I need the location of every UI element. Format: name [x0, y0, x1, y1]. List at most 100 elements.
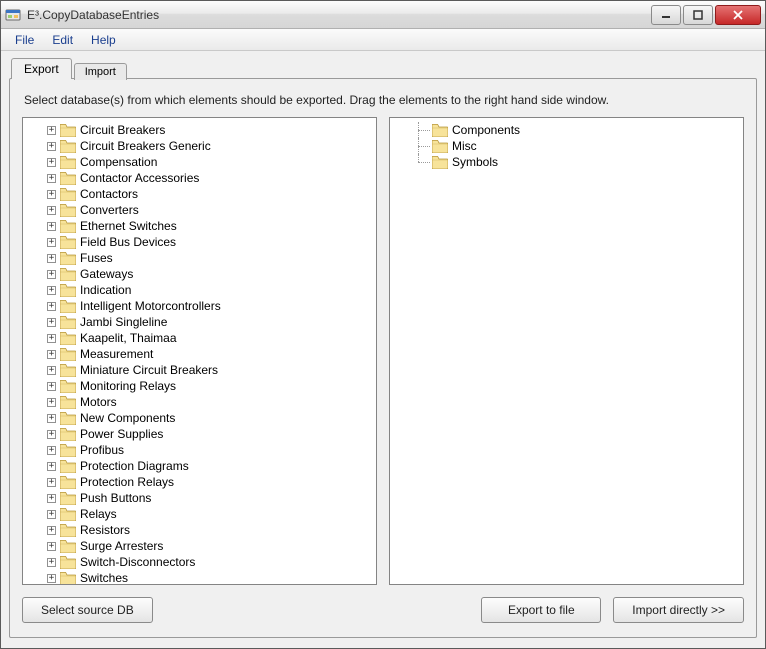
folder-icon — [60, 268, 76, 281]
export-to-file-button[interactable]: Export to file — [481, 597, 601, 623]
tree-node[interactable]: +Surge Arresters — [47, 538, 374, 554]
expand-icon[interactable]: + — [47, 286, 56, 295]
expand-icon[interactable]: + — [47, 414, 56, 423]
folder-icon — [60, 316, 76, 329]
tree-node[interactable]: + Intelligent Motorcontrollers — [47, 298, 374, 314]
tree-node-label: Intelligent Motorcontrollers — [80, 298, 221, 314]
tree-node[interactable]: + Measurement — [47, 346, 374, 362]
folder-icon — [60, 124, 76, 137]
tree-node[interactable]: +Switches — [47, 570, 374, 585]
folder-icon — [60, 284, 76, 297]
tree-node[interactable]: Misc — [414, 138, 741, 154]
tree-node-label: Switch-Disconnectors — [80, 554, 195, 570]
import-directly-button[interactable]: Import directly >> — [613, 597, 744, 623]
menu-help[interactable]: Help — [83, 31, 124, 49]
menu-edit[interactable]: Edit — [44, 31, 81, 49]
folder-icon — [60, 380, 76, 393]
tree-node[interactable]: +Jambi Singleline — [47, 314, 374, 330]
tree-node[interactable]: +Power Supplies — [47, 426, 374, 442]
menu-bar: File Edit Help — [1, 29, 765, 51]
expand-icon[interactable]: + — [47, 126, 56, 135]
tree-node[interactable]: +Gateways — [47, 266, 374, 282]
tree-node[interactable]: +Contactors — [47, 186, 374, 202]
expand-icon[interactable]: + — [47, 526, 56, 535]
tree-node[interactable]: +Push Buttons — [47, 490, 374, 506]
expand-icon[interactable]: + — [47, 190, 56, 199]
tree-node-label: Circuit Breakers Generic — [80, 138, 211, 154]
tree-node[interactable]: +Contactor Accessories — [47, 170, 374, 186]
expand-icon[interactable]: + — [47, 238, 56, 247]
tree-node[interactable]: + Protection Diagrams — [47, 458, 374, 474]
expand-icon[interactable]: + — [47, 206, 56, 215]
tree-node[interactable]: + Profibus — [47, 442, 374, 458]
tree-node[interactable]: +Miniature Circuit Breakers — [47, 362, 374, 378]
window-title: E³.CopyDatabaseEntries — [27, 8, 649, 22]
minimize-button[interactable] — [651, 5, 681, 25]
folder-icon — [60, 572, 76, 585]
tree-node[interactable]: +Fuses — [47, 250, 374, 266]
expand-icon[interactable]: + — [47, 158, 56, 167]
tree-node[interactable]: Symbols — [414, 154, 741, 170]
tree-node[interactable]: +Resistors — [47, 522, 374, 538]
expand-icon[interactable]: + — [47, 318, 56, 327]
tree-node[interactable]: + Converters — [47, 202, 374, 218]
tree-node[interactable]: +Ethernet Switches — [47, 218, 374, 234]
folder-icon — [60, 300, 76, 313]
expand-icon[interactable]: + — [47, 542, 56, 551]
expand-icon[interactable]: + — [47, 350, 56, 359]
tree-node[interactable]: Components — [414, 122, 741, 138]
tree-node[interactable]: +Circuit Breakers — [47, 122, 374, 138]
expand-icon[interactable]: + — [47, 270, 56, 279]
tree-node[interactable]: + Circuit Breakers Generic — [47, 138, 374, 154]
tree-node[interactable]: +Motors — [47, 394, 374, 410]
folder-icon — [60, 172, 76, 185]
expand-icon[interactable]: + — [47, 462, 56, 471]
menu-file[interactable]: File — [7, 31, 42, 49]
tree-node[interactable]: + Switch-Disconnectors — [47, 554, 374, 570]
expand-icon[interactable]: + — [47, 222, 56, 231]
tree-node[interactable]: +Protection Relays — [47, 474, 374, 490]
expand-icon[interactable]: + — [47, 398, 56, 407]
tree-node[interactable]: + Indication — [47, 282, 374, 298]
tree-node[interactable]: + Relays — [47, 506, 374, 522]
expand-icon[interactable]: + — [47, 478, 56, 487]
tab-import[interactable]: Import — [74, 63, 127, 80]
expand-icon[interactable]: + — [47, 302, 56, 311]
source-tree[interactable]: +Circuit Breakers+Circuit Breakers Gener… — [22, 117, 377, 585]
expand-icon[interactable]: + — [47, 254, 56, 263]
tree-node-label: Symbols — [452, 154, 498, 170]
tree-node-label: Relays — [80, 506, 117, 522]
tree-node[interactable]: + Field Bus Devices — [47, 234, 374, 250]
select-source-db-button[interactable]: Select source DB — [22, 597, 153, 623]
expand-icon[interactable]: + — [47, 334, 56, 343]
tree-node[interactable]: +Monitoring Relays — [47, 378, 374, 394]
expand-icon[interactable]: + — [47, 558, 56, 567]
maximize-button[interactable] — [683, 5, 713, 25]
tab-export[interactable]: Export — [11, 58, 72, 79]
expand-icon[interactable]: + — [47, 382, 56, 391]
tree-node-label: Kaapelit, Thaimaa — [80, 330, 177, 346]
folder-icon — [60, 444, 76, 457]
expand-icon[interactable]: + — [47, 174, 56, 183]
tree-node-label: Profibus — [80, 442, 124, 458]
expand-icon[interactable]: + — [47, 510, 56, 519]
target-tree[interactable]: ComponentsMiscSymbols — [389, 117, 744, 585]
expand-icon[interactable]: + — [47, 366, 56, 375]
tree-node[interactable]: +Compensation — [47, 154, 374, 170]
expand-icon[interactable]: + — [47, 574, 56, 583]
expand-icon[interactable]: + — [47, 142, 56, 151]
expand-icon[interactable]: + — [47, 494, 56, 503]
tree-node[interactable]: + Kaapelit, Thaimaa — [47, 330, 374, 346]
tree-node-label: Field Bus Devices — [80, 234, 176, 250]
tree-node-label: Protection Diagrams — [80, 458, 189, 474]
title-bar[interactable]: E³.CopyDatabaseEntries — [1, 1, 765, 29]
tree-node-label: Indication — [80, 282, 131, 298]
close-button[interactable] — [715, 5, 761, 25]
tree-node-label: Measurement — [80, 346, 153, 362]
expand-icon[interactable]: + — [47, 430, 56, 439]
tree-node-label: Converters — [80, 202, 139, 218]
folder-icon — [60, 524, 76, 537]
expand-icon[interactable]: + — [47, 446, 56, 455]
folder-icon — [60, 236, 76, 249]
tree-node[interactable]: +New Components — [47, 410, 374, 426]
